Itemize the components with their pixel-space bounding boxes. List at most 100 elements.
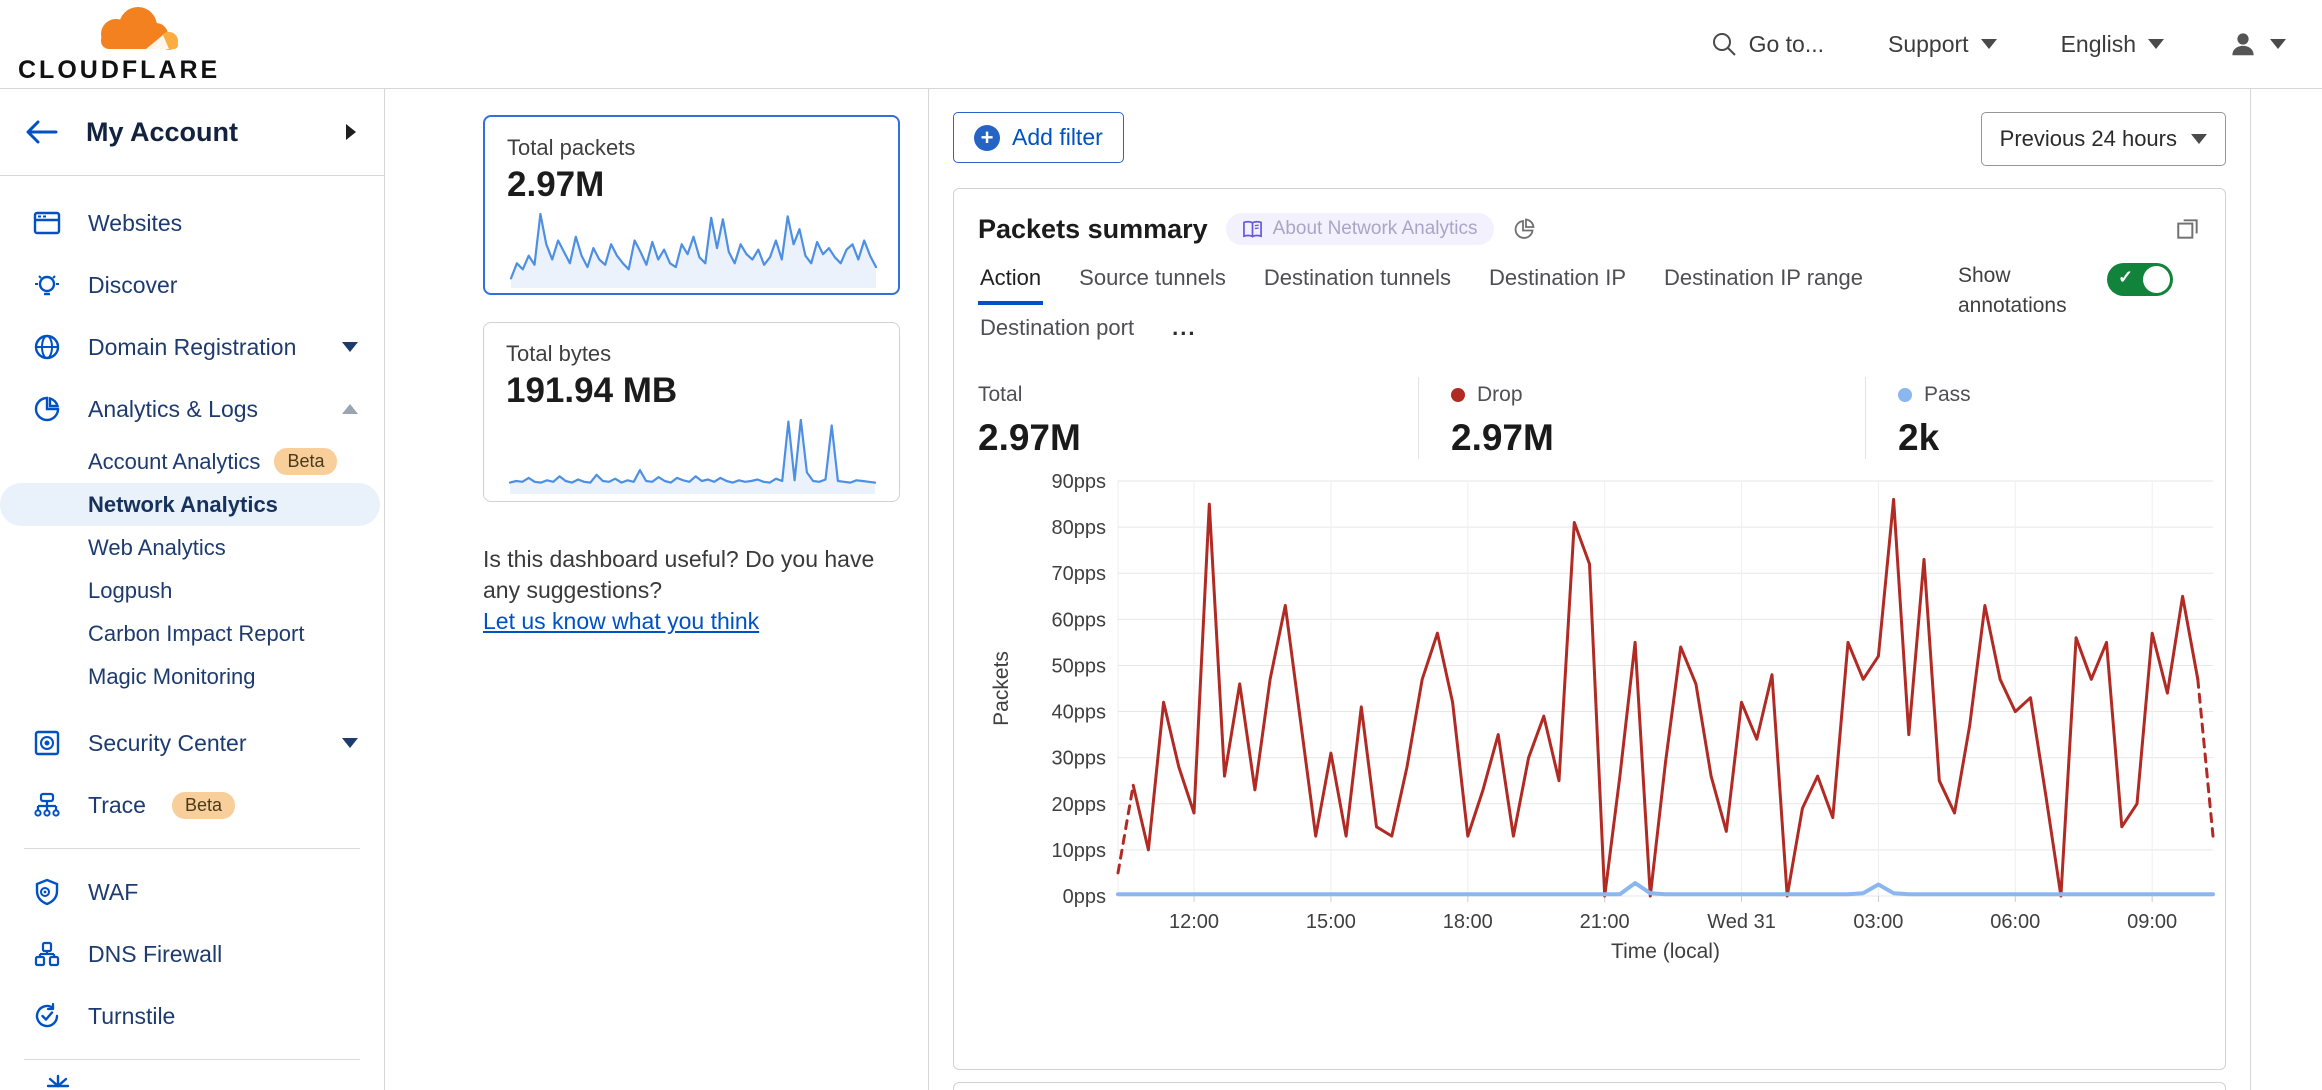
chevron-right-icon[interactable] [346, 124, 356, 140]
cloudflare-logo-text: CLOUDFLARE [18, 55, 221, 84]
burst-icon [46, 1074, 70, 1088]
svg-text:0pps: 0pps [1063, 886, 1106, 908]
about-network-analytics-pill[interactable]: About Network Analytics [1225, 213, 1494, 245]
tab-destination-tunnels[interactable]: Destination tunnels [1263, 265, 1452, 290]
trace-icon [32, 791, 62, 819]
language-menu[interactable]: English [2061, 31, 2164, 58]
sidebar-item-trace[interactable]: Trace Beta [0, 774, 384, 836]
sidebar-item-dns-firewall[interactable]: DNS Firewall [0, 923, 384, 985]
globe-icon [32, 333, 62, 361]
about-badge-label: About Network Analytics [1272, 218, 1478, 239]
tab-action[interactable]: Action [978, 261, 1044, 305]
sidebar-item-domain-registration[interactable]: Domain Registration [0, 316, 384, 378]
summary-column: Total packets 2.97M Total bytes 191.94 M… [385, 89, 928, 1090]
svg-text:18:00: 18:00 [1443, 911, 1493, 933]
chevron-down-icon [2270, 39, 2286, 49]
svg-text:30pps: 30pps [1052, 748, 1107, 770]
support-menu[interactable]: Support [1888, 31, 1997, 58]
refresh-check-icon [32, 1002, 62, 1030]
sidebar-item-carbon-impact-report[interactable]: Carbon Impact Report [0, 612, 384, 655]
sidebar-item-label: Logpush [88, 577, 173, 603]
sidebar-item-security-center[interactable]: Security Center [0, 712, 384, 774]
svg-text:03:00: 03:00 [1853, 911, 1903, 933]
sidebar-item-label: Carbon Impact Report [88, 620, 305, 646]
account-menu[interactable] [2228, 29, 2286, 59]
svg-text:Packets: Packets [990, 651, 1013, 726]
sidebar-item-web-analytics[interactable]: Web Analytics [0, 526, 384, 569]
back-arrow-icon[interactable] [24, 118, 60, 146]
total-bytes-card[interactable]: Total bytes 191.94 MB [483, 322, 900, 502]
hierarchy-icon [32, 940, 62, 968]
cloudflare-cloud-icon [101, 6, 178, 50]
support-label: Support [1888, 30, 1969, 57]
feedback-link[interactable]: Let us know what you think [483, 608, 760, 635]
svg-text:80pps: 80pps [1052, 517, 1107, 539]
svg-text:70pps: 70pps [1052, 563, 1107, 585]
tab-source-tunnels[interactable]: Source tunnels [1079, 265, 1226, 290]
beta-badge: Beta [274, 448, 338, 475]
sidebar-item-label: Analytics & Logs [88, 395, 259, 422]
toggle-knob [2143, 266, 2170, 293]
svg-text:10pps: 10pps [1052, 840, 1107, 862]
time-range-button[interactable]: Previous 24 hours [1980, 112, 2226, 166]
pie-chart-icon [32, 395, 62, 423]
sidebar-item-label: Network Analytics [88, 491, 278, 517]
sidebar-item-magic-monitoring[interactable]: Magic Monitoring [0, 655, 384, 698]
sidebar-item-analytics-logs[interactable]: Analytics & Logs [0, 378, 384, 440]
chevron-down-icon [342, 738, 358, 748]
svg-text:15:00: 15:00 [1306, 911, 1356, 933]
sidebar-item-label: Security Center [88, 729, 247, 756]
svg-text:09:00: 09:00 [2127, 911, 2177, 933]
pass-dot-icon [1898, 388, 1912, 402]
sidebar-item-logpush[interactable]: Logpush [0, 569, 384, 612]
tab-destination-ip-range[interactable]: Destination IP range [1664, 265, 1863, 290]
packets-summary-panel: Packets summary About Network Analytics [953, 188, 2226, 1070]
sidebar-item-turnstile[interactable]: Turnstile [0, 985, 384, 1047]
total-bytes-value: 191.94 MB [506, 371, 678, 410]
total-packets-value: 2.97M [507, 165, 605, 204]
svg-text:12:00: 12:00 [1169, 911, 1219, 933]
api-pie-icon[interactable] [1512, 217, 1536, 241]
sidebar-item-partial[interactable] [0, 1072, 384, 1090]
drop-dot-icon [1451, 388, 1465, 402]
divider [24, 1059, 360, 1060]
add-filter-button[interactable]: + Add filter [953, 112, 1124, 163]
totals-row: Total 2.97M Drop 2.97M Pass 2k [978, 377, 2201, 459]
sidebar-item-account-analytics[interactable]: Account Analytics Beta [0, 440, 384, 483]
stat-drop-value: 2.97M [1451, 417, 1554, 458]
divider [24, 848, 360, 849]
stat-drop: Drop 2.97M [1418, 377, 1865, 459]
packets-time-series-chart: 0pps 10pps 20pps 30pps 40pps 50pps 60pps 70pps 8… [990, 471, 2215, 963]
goto-search[interactable]: Go to... [1711, 31, 1824, 58]
breakdown-tabs: Action Source tunnels Destination tunnel… [978, 261, 1878, 351]
sidebar-item-discover[interactable]: Discover [0, 254, 384, 316]
check-icon: ✓ [2118, 267, 2134, 287]
svg-text:60pps: 60pps [1052, 609, 1107, 631]
total-packets-card[interactable]: Total packets 2.97M [483, 115, 900, 295]
total-bytes-sparkline [508, 418, 877, 494]
tab-destination-ip[interactable]: Destination IP [1489, 265, 1627, 290]
cloudflare-logo[interactable]: CLOUDFLARE [18, 4, 220, 85]
sidebar-item-websites[interactable]: Websites [0, 192, 384, 254]
add-filter-label: Add filter [1012, 124, 1103, 150]
tab-more-ellipsis[interactable]: ... [1172, 315, 1197, 340]
chevron-up-icon [342, 404, 358, 414]
shield-gear-icon [32, 878, 62, 906]
stat-total-value: 2.97M [978, 417, 1081, 458]
chevron-down-icon [2191, 134, 2207, 144]
goto-label: Go to... [1748, 30, 1824, 57]
total-packets-sparkline [509, 212, 878, 288]
time-range-label: Previous 24 hours [1999, 126, 2177, 151]
search-icon [1712, 33, 1736, 56]
lightbulb-icon [32, 271, 62, 299]
stat-total-label: Total [978, 383, 1023, 406]
sidebar-item-network-analytics[interactable]: Network Analytics [0, 483, 380, 526]
topbar: CLOUDFLARE Go to... Support English [0, 0, 2322, 89]
tab-destination-port[interactable]: Destination port [980, 315, 1135, 340]
next-panel-partial [953, 1082, 2226, 1090]
svg-text:21:00: 21:00 [1580, 911, 1630, 933]
expand-panel-icon[interactable] [2175, 216, 2201, 242]
show-annotations-toggle[interactable]: ✓ [2107, 263, 2173, 296]
feedback-question: Is this dashboard useful? Do you have an… [483, 546, 875, 604]
sidebar-item-waf[interactable]: WAF [0, 861, 384, 923]
